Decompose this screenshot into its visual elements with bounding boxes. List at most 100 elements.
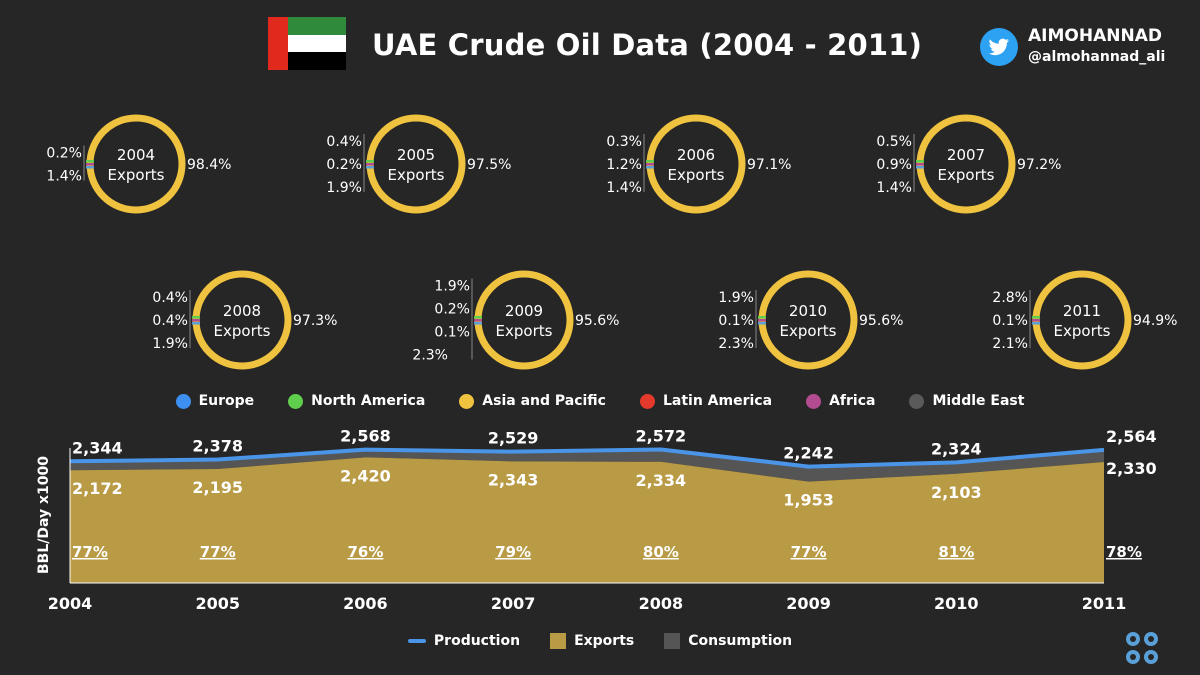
exports-area — [70, 457, 1104, 583]
donut-5: 2009 Exports 95.6% 1.9% 0.2% 0.1% 2.3% — [412, 270, 619, 370]
donut-ring — [758, 270, 858, 370]
x-tick-label: 2010 — [934, 594, 979, 613]
brand[interactable]: AIMOHANNAD @almohannad_ali — [980, 22, 1190, 72]
legend-label: Asia and Pacific — [482, 393, 606, 409]
donut-center-label: Exports — [214, 322, 271, 340]
legend-label: Middle East — [932, 393, 1025, 409]
legend-production: Production — [407, 630, 521, 652]
donut-ring — [474, 270, 574, 370]
region-legend: Europe North America Asia and Pacific Latin… — [0, 390, 1200, 412]
legend-dot — [175, 393, 191, 409]
donut-center-label: Exports — [496, 322, 553, 340]
production-value-label: 2,242 — [783, 444, 834, 463]
donut-segment — [758, 319, 766, 322]
x-tick-label: 2011 — [1082, 594, 1127, 613]
legend-production-label: Production — [433, 633, 521, 649]
exports-value-label: 2,334 — [636, 471, 687, 490]
donut-segment — [1032, 322, 1040, 325]
production-value-label: 2,324 — [931, 439, 982, 458]
donut-label: 0.2% — [46, 146, 82, 162]
legend-exports-label: Exports — [574, 633, 635, 649]
exports-value-label: 2,343 — [488, 470, 539, 489]
exports-swatch — [550, 633, 567, 649]
donut-segment — [916, 160, 924, 163]
x-tick-label: 2004 — [48, 594, 93, 613]
production-swatch — [407, 639, 426, 643]
legend-dot — [909, 393, 925, 409]
donut-label: 0.2% — [434, 302, 470, 318]
donut-label: 0.4% — [326, 134, 362, 150]
exports-value-label: 2,420 — [340, 466, 391, 485]
donut-segment — [86, 160, 94, 163]
legend-dot — [639, 393, 655, 409]
donut-label-main: 95.6% — [859, 313, 903, 329]
donut-center-label: Exports — [108, 166, 165, 184]
donut-segment — [474, 316, 482, 319]
legend-europe: Europe — [175, 390, 254, 412]
donut-segment — [192, 319, 200, 322]
donut-ring — [646, 114, 746, 214]
donut-4: 2008 Exports 97.3% 0.4% 0.4% 1.9% — [152, 270, 337, 370]
donut-7: 2011 Exports 94.9% 2.8% 0.1% 2.1% — [992, 270, 1177, 370]
donut-segment — [758, 316, 766, 319]
page-title: UAE Crude Oil Data (2004 - 2011) — [372, 28, 923, 62]
exports-value-label: 2,330 — [1106, 459, 1157, 478]
export-donut-charts: 2004 Exports 98.4% 0.2% 1.4% 2005 Exports 97.5%… — [46, 114, 1177, 370]
production-value-label: 2,529 — [488, 429, 539, 448]
exports-value-label: 1,953 — [783, 491, 834, 510]
donut-ring — [86, 114, 186, 214]
exports-value-label: 2,172 — [72, 479, 123, 498]
y-axis-label: BBL/Day x1000 — [36, 456, 52, 574]
donut-segment — [646, 160, 654, 163]
brand-handle: @almohannad_ali — [1028, 49, 1166, 65]
donut-segment — [86, 163, 94, 166]
x-tick-label: 2006 — [343, 594, 388, 613]
export-share-label: 77% — [791, 543, 827, 561]
donut-center-label: Exports — [388, 166, 445, 184]
export-share-label: 76% — [347, 543, 383, 561]
donut-label: 1.2% — [606, 157, 642, 173]
donut-center-label: 2007 — [947, 146, 985, 164]
donut-segment — [646, 163, 654, 166]
donut-label: 1.4% — [606, 180, 642, 196]
donut-label: 0.1% — [718, 313, 754, 329]
donut-label: 2.3% — [718, 336, 754, 352]
export-share-label: 81% — [938, 543, 974, 561]
legend-label: Africa — [829, 393, 876, 409]
donut-segment — [474, 319, 482, 322]
x-tick-label: 2009 — [786, 594, 831, 613]
area-plot: 2,344 2,172 77% 2004 2,378 2,195 77% 2005 2,568 2… — [36, 426, 1157, 613]
donut-center-label: Exports — [938, 166, 995, 184]
legend-dot — [806, 393, 822, 409]
legend-middle-east: Middle East — [909, 390, 1024, 412]
donut-label-main: 97.3% — [293, 313, 337, 329]
header: UAE Crude Oil Data (2004 - 2011) AIMOHAN… — [0, 0, 1200, 100]
donut-segment — [646, 166, 654, 169]
donut-segment — [366, 160, 374, 163]
donut-label: 1.9% — [718, 290, 754, 306]
donut-segment — [1032, 319, 1040, 322]
exports-value-label: 2,103 — [931, 483, 982, 502]
export-share-label: 79% — [495, 543, 531, 561]
x-tick-label: 2008 — [639, 594, 684, 613]
donut-2: 2006 Exports 97.1% 0.3% 1.2% 1.4% — [606, 114, 791, 214]
donut-ring — [1032, 270, 1132, 370]
donut-ring — [366, 114, 466, 214]
donut-center-label: 2009 — [505, 302, 543, 320]
legend-asia-and-pacific: Asia and Pacific — [459, 390, 606, 412]
donut-ring — [192, 270, 292, 370]
consumption-area — [70, 449, 1104, 482]
x-tick-label: 2007 — [491, 594, 536, 613]
production-value-label: 2,564 — [1106, 427, 1157, 446]
production-exports-area-chart: 2,344 2,172 77% 2004 2,378 2,195 77% 2005 2,568 2… — [36, 426, 1157, 613]
legend-dot — [288, 393, 304, 409]
donut-label: 0.3% — [606, 134, 642, 150]
legend-dot — [459, 393, 475, 409]
donut-segment — [366, 166, 374, 169]
donut-0: 2004 Exports 98.4% 0.2% 1.4% — [46, 114, 231, 214]
donut-label: 0.1% — [992, 313, 1028, 329]
donut-label: 1.9% — [326, 180, 362, 196]
donut-center-label: 2004 — [117, 146, 155, 164]
donut-segment — [366, 163, 374, 166]
donut-3: 2007 Exports 97.2% 0.5% 0.9% 1.4% — [876, 114, 1061, 214]
